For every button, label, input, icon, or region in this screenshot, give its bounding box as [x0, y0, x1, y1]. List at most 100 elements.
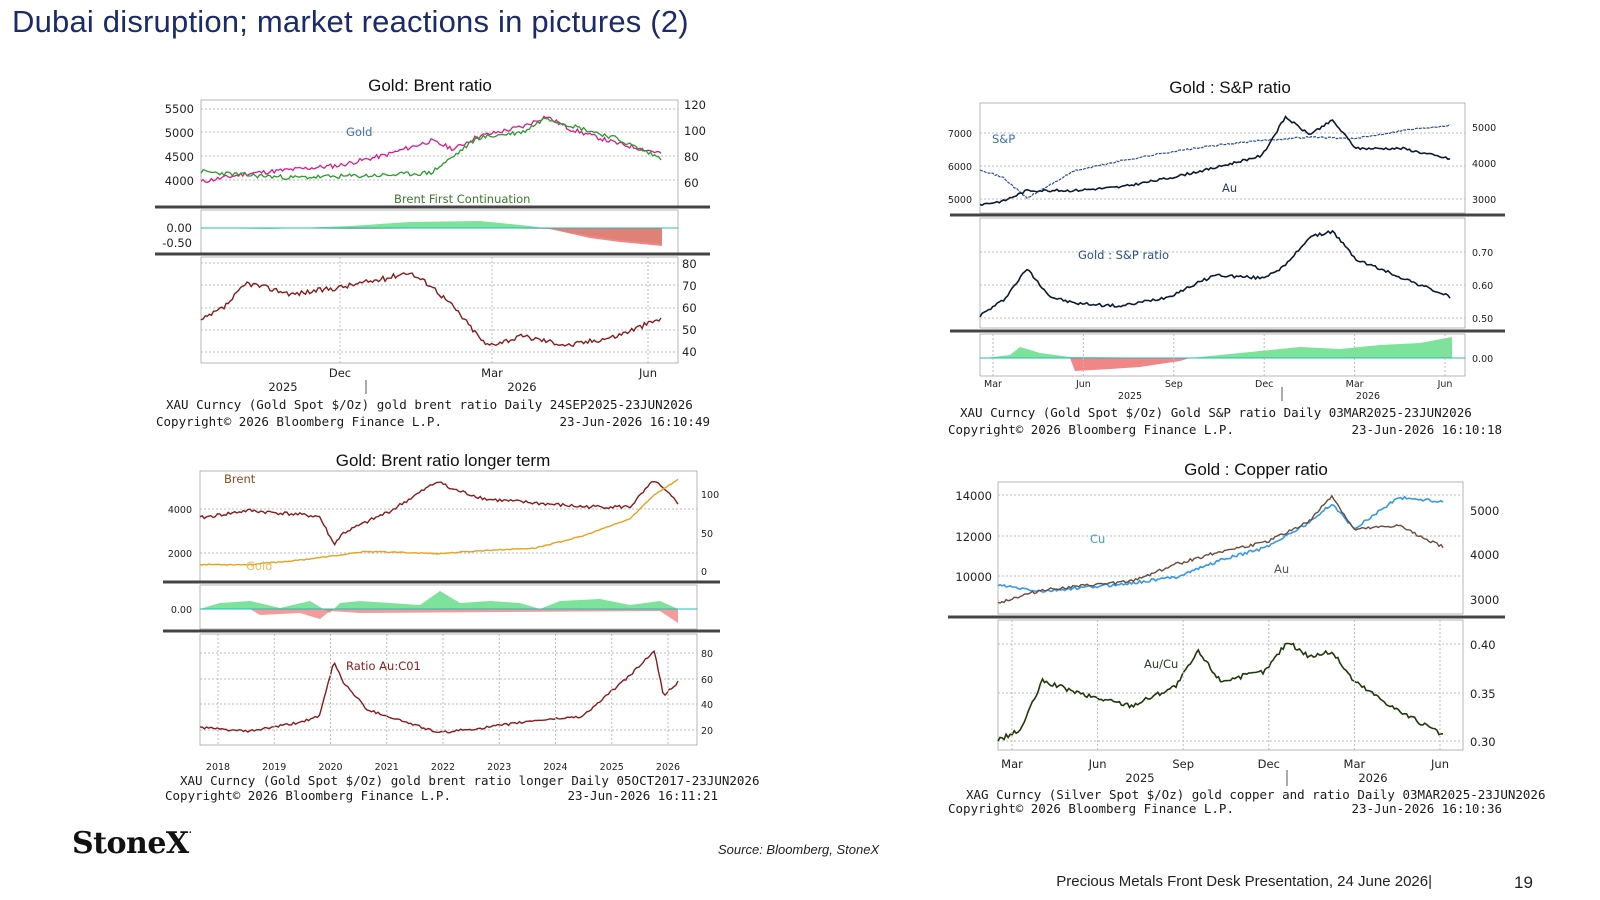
- x-tick: Mar: [1344, 757, 1366, 771]
- chart-gold-brent-svg: Gold: Brent ratio 5500 5000 4500 4000 12…: [155, 76, 710, 429]
- ratio-label: Au/Cu: [1144, 657, 1178, 671]
- x-year: 2025: [268, 380, 297, 394]
- x-year: 2026: [507, 380, 536, 394]
- x-tick: 2020: [318, 762, 342, 773]
- tick-label: 12000: [955, 530, 992, 544]
- x-year: 2026: [1356, 391, 1380, 402]
- tick-label: 50: [682, 323, 697, 337]
- ratio-label: Ratio Au:C01: [346, 659, 421, 673]
- x-tick: Sep: [1165, 379, 1183, 390]
- tick-label: 60: [682, 301, 697, 315]
- sp-label: S&P: [992, 132, 1015, 146]
- mid-pane: 0.00 -0.50: [162, 209, 679, 254]
- tick-label: 80: [684, 150, 699, 164]
- tick-label: 2000: [168, 549, 192, 560]
- chart-footer: XAG Curncy (Silver Spot $/Oz) gold coppe…: [966, 787, 1545, 802]
- tick-label: 0: [701, 567, 707, 578]
- tick-label: 70: [682, 279, 697, 293]
- x-tick: 2024: [543, 762, 567, 773]
- page-number: 19: [1514, 873, 1533, 892]
- chart-footer: XAU Curncy (Gold Spot $/Oz) gold brent r…: [180, 773, 759, 788]
- area-positive: [985, 337, 1452, 358]
- tick-label: 0.60: [1472, 281, 1493, 292]
- x-tick: Jun: [1088, 757, 1107, 771]
- tick-label: 6000: [948, 162, 972, 173]
- x-year: 2025: [1118, 391, 1142, 402]
- chart-title: Gold: Brent ratio longer term: [336, 451, 550, 470]
- tick-label: 100: [701, 490, 719, 501]
- brent-series-line: [199, 480, 679, 547]
- tick-label: 5000: [948, 195, 972, 206]
- tick-label: -0.50: [162, 236, 192, 250]
- tick-label: 80: [701, 649, 713, 660]
- chart-timestamp: 23-Jun-2026 16:10:49: [559, 414, 710, 429]
- x-tick: Jun: [1430, 757, 1449, 771]
- x-tick: Dec: [1255, 379, 1273, 390]
- top-pane: 14000 12000 10000 5000 4000 3000 Cu Au: [955, 481, 1499, 615]
- ratio-label: Gold : S&P ratio: [1078, 248, 1169, 262]
- logo-text: StoneX: [72, 826, 189, 861]
- au-series-line: [997, 494, 1444, 604]
- x-tick: Mar: [1346, 379, 1364, 390]
- tick-label: 60: [684, 176, 699, 190]
- au-label: Au: [1222, 181, 1237, 195]
- x-tick: Mar: [1001, 757, 1023, 771]
- mid-pane: 0.00: [171, 584, 698, 630]
- tick-label: 40: [682, 345, 697, 359]
- x-tick: Jun: [1437, 379, 1453, 390]
- mid-pane: 0.00 Mar Jun Sep Dec Mar Jun 2025 2026: [979, 333, 1493, 402]
- x-tick: Dec: [329, 366, 351, 380]
- tick-label: 0.35: [1470, 687, 1496, 701]
- gold-series-line: [199, 478, 679, 566]
- area-positive: [201, 221, 662, 244]
- x-axis-ticks: Mar Jun Sep Dec Mar Jun: [984, 334, 1452, 390]
- tick-label: 4000: [1470, 548, 1499, 562]
- tick-label: 14000: [955, 489, 992, 503]
- au-label: Au: [1274, 562, 1289, 576]
- tick-label: 0.30: [1470, 735, 1496, 749]
- top-pane: 5500 5000 4500 4000 120 100 80 60 Gold B…: [165, 98, 706, 207]
- brent-label: Brent First Continuation: [394, 192, 530, 206]
- chart-footer: XAU Curncy (Gold Spot $/Oz) gold brent r…: [166, 397, 693, 412]
- chart-gold-copper-svg: Gold : Copper ratio 14000 12000 10000 50…: [948, 460, 1545, 816]
- x-tick: 2022: [431, 762, 455, 773]
- chart-footer: XAU Curncy (Gold Spot $/Oz) Gold S&P rat…: [960, 405, 1472, 420]
- ratio-series-line: [200, 649, 679, 734]
- chart-title: Gold: Brent ratio: [368, 76, 492, 95]
- ratio-pane: Gold : S&P ratio 0.70 0.60 0.50: [979, 217, 1493, 329]
- x-year: 2026: [1358, 771, 1387, 785]
- chart-copyright: Copyright© 2026 Bloomberg Finance L.P.: [948, 801, 1234, 816]
- tick-label: 0.50: [1472, 314, 1493, 325]
- x-axis-ticks: Mar Jun Sep Dec Mar Jun: [1001, 620, 1449, 771]
- gold-series-line: [200, 115, 662, 184]
- cu-series-line: [997, 495, 1444, 593]
- ratio-pane: 80 70 60 50 40 Dec Mar Jun 2025 2026: [200, 256, 697, 394]
- chart-title: Gold : Copper ratio: [1184, 460, 1328, 479]
- ratio-pane: Au/Cu 0.40 0.35 0.30 Mar Jun Sep Dec Mar Jun …: [997, 619, 1496, 786]
- top-pane: 7000 6000 5000 5000 4000 3000 S&P Au: [948, 102, 1496, 214]
- tick-label: 80: [682, 257, 697, 271]
- x-tick: 2025: [600, 762, 624, 773]
- x-tick: Jun: [638, 366, 657, 380]
- chart-gold-brent: Gold: Brent ratio 5500 5000 4500 4000 12…: [150, 72, 730, 432]
- tick-label: 20: [701, 726, 713, 737]
- gold-label: Gold: [246, 559, 272, 573]
- x-tick: 2021: [375, 762, 399, 773]
- ratio-pane: Ratio Au:C01 80 60 40 20 2018 2019 2020 202…: [199, 633, 713, 773]
- area-negative: [1070, 358, 1190, 371]
- tick-label: 7000: [948, 129, 972, 140]
- ratio-series-line: [200, 272, 662, 348]
- brent-label: Brent: [224, 472, 256, 486]
- chart-copyright: Copyright© 2026 Bloomberg Finance L.P.: [165, 788, 451, 803]
- tick-label: 4000: [165, 174, 194, 188]
- x-tick: Dec: [1258, 757, 1280, 771]
- x-axis-ticks: 2018 2019 2020 2021 2022 2023 2024 2025 2026: [206, 634, 680, 773]
- tick-label: 4000: [1472, 159, 1496, 170]
- source-note: Source: Bloomberg, StoneX: [718, 842, 880, 857]
- chart-gold-sp: Gold : S&P ratio 7000 6000 5000 5000 400…: [940, 75, 1520, 445]
- tick-label: 5000: [165, 126, 194, 140]
- tick-label: 100: [684, 124, 706, 138]
- footer-text: Precious Metals Front Desk Presentation,…: [1056, 873, 1432, 890]
- tick-label: 0.00: [171, 605, 192, 616]
- chart-timestamp: 23-Jun-2026 16:11:21: [567, 788, 718, 803]
